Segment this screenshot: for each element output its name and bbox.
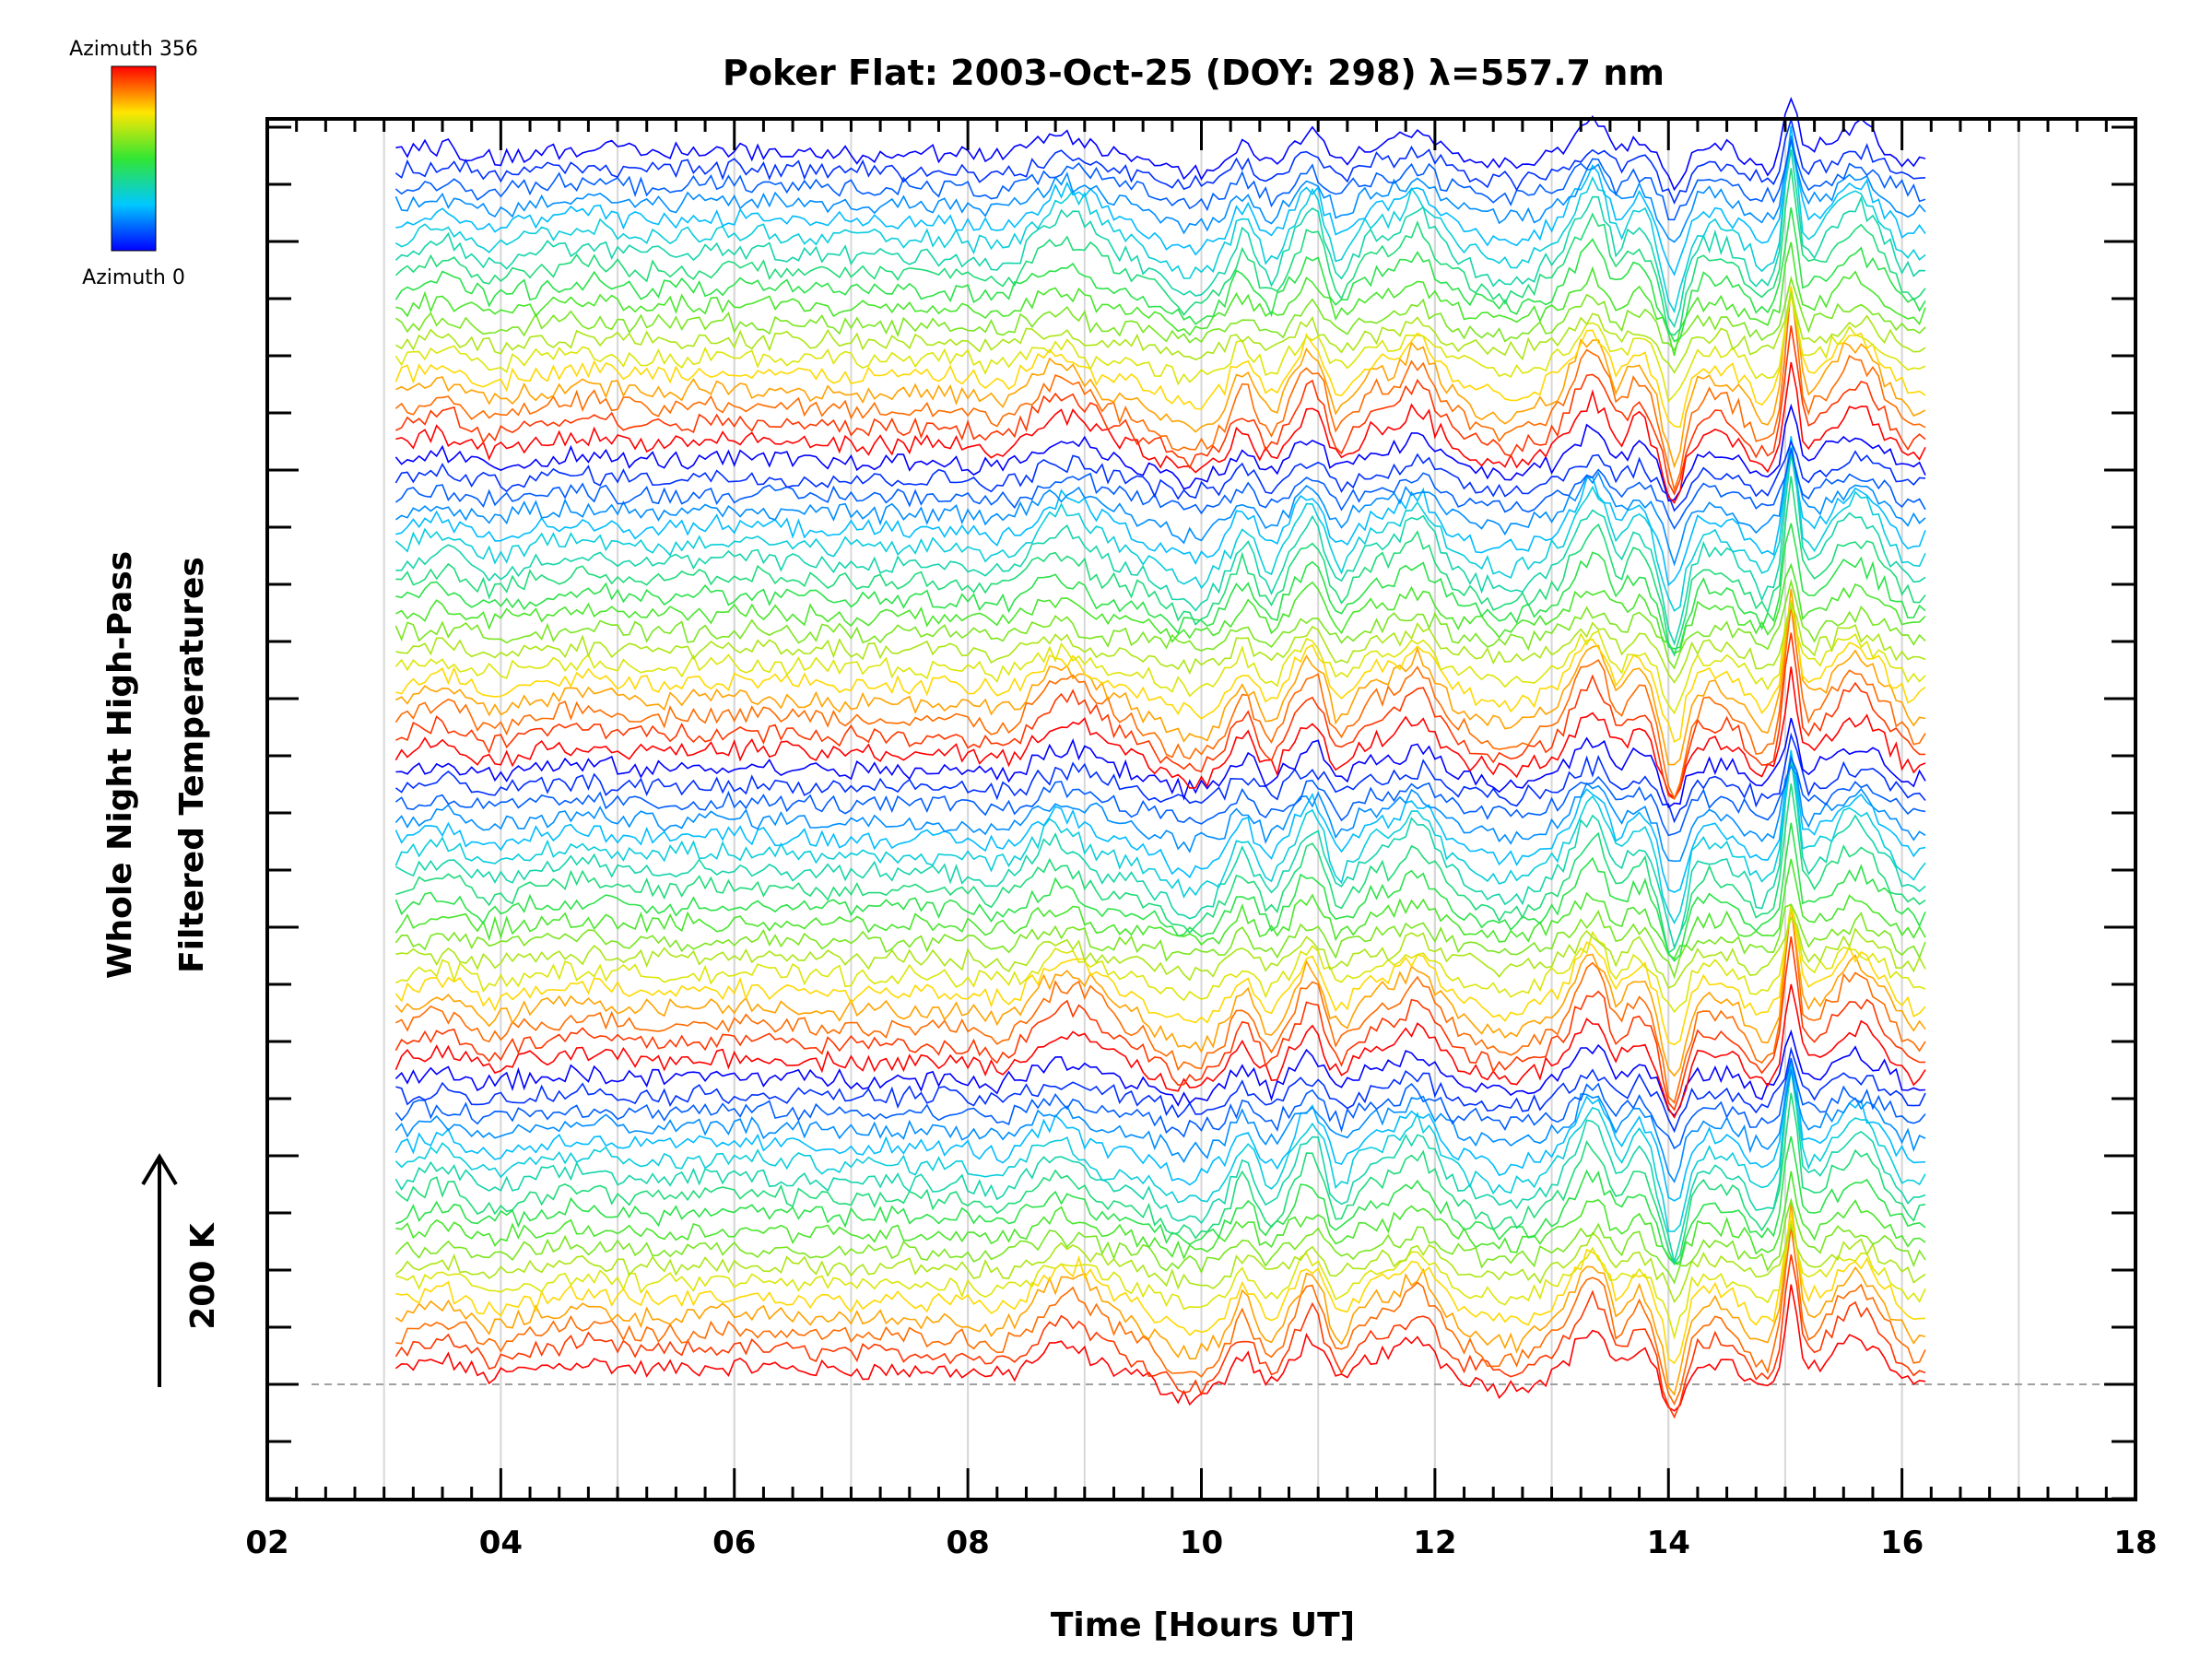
series-line <box>395 289 1926 469</box>
x-tick-label: 10 <box>1180 1524 1223 1561</box>
series-line <box>394 822 1926 962</box>
series-line <box>395 241 1926 357</box>
series-line <box>394 294 1926 404</box>
series-line <box>394 447 1926 612</box>
x-tick-label: 02 <box>245 1524 288 1561</box>
series-line <box>394 604 1926 715</box>
series-line <box>395 600 1926 684</box>
colorbar-gradient <box>111 65 157 252</box>
series-line <box>395 600 1926 744</box>
series-line <box>395 916 1926 989</box>
series-line <box>395 1212 1926 1365</box>
series-line <box>395 903 1926 1014</box>
series-line <box>394 149 1926 329</box>
series-line <box>394 291 1926 374</box>
series-line <box>394 448 1926 530</box>
series-line <box>394 1061 1926 1202</box>
series-line <box>394 286 1926 429</box>
series-line <box>394 605 1926 801</box>
series-line <box>395 125 1926 276</box>
series-line <box>394 907 1926 1046</box>
series-line <box>395 453 1926 646</box>
series-line <box>395 436 1926 587</box>
colorbar-top-label: Azimuth 356 <box>69 38 198 61</box>
x-tick-label: 04 <box>479 1524 523 1561</box>
x-tick-label: 08 <box>946 1524 989 1561</box>
series-line <box>394 1092 1926 1266</box>
series-line <box>395 96 1926 192</box>
series-line <box>394 1203 1926 1396</box>
series-line <box>394 1069 1926 1263</box>
series-line <box>395 361 1926 504</box>
series-line <box>395 562 1926 655</box>
series-line <box>394 578 1926 670</box>
series-line <box>394 935 1926 1112</box>
axes: 02 04 06 08 10 12 14 16 18 <box>245 117 2158 1561</box>
series-line <box>394 450 1926 567</box>
series-line <box>394 403 1926 502</box>
scale-arrow-head <box>141 1153 178 1186</box>
x-tick-label: 14 <box>1647 1524 1690 1561</box>
series-line <box>394 1197 1926 1285</box>
series-line <box>395 759 1926 950</box>
series-line <box>395 325 1926 496</box>
series-line <box>394 275 1926 352</box>
series-line <box>394 751 1926 893</box>
series-line <box>395 1226 1926 1406</box>
series-line <box>394 1057 1926 1150</box>
series-line <box>395 588 1926 766</box>
x-axis-label: Time [Hours UT] <box>1051 1606 1355 1644</box>
series-line <box>395 1046 1926 1134</box>
colorbar: Azimuth 356 Azimuth 0 <box>69 38 198 289</box>
series-line <box>394 732 1926 824</box>
series-line <box>394 903 1926 980</box>
grid <box>382 119 2020 1500</box>
x-tick-label: 06 <box>712 1524 756 1561</box>
series-line <box>394 116 1926 205</box>
series-line <box>395 782 1926 955</box>
x-tick-label: 12 <box>1413 1524 1456 1561</box>
series-line <box>394 135 1926 243</box>
series-line <box>394 983 1926 1119</box>
series-group <box>394 96 1926 1419</box>
series-line <box>395 905 1926 1104</box>
series-line <box>395 632 1925 800</box>
x-tick-label: 16 <box>1880 1524 1924 1561</box>
chart-title: Poker Flat: 2003-Oct-25 (DOY: 298) λ=557… <box>723 53 1665 93</box>
scale-bar: 200 K <box>141 1153 222 1387</box>
series-line <box>394 749 1926 925</box>
y-axis-label-line2: Filtered Temperatures <box>173 557 211 973</box>
series-line <box>395 476 1926 657</box>
series-line <box>394 1069 1926 1183</box>
series-line <box>394 168 1926 336</box>
series-line <box>394 287 1926 492</box>
series-line <box>394 666 1926 800</box>
series-line <box>394 439 1926 512</box>
series-line <box>394 764 1926 863</box>
scale-bar-label: 200 K <box>184 1222 222 1330</box>
series-line <box>395 1135 1926 1265</box>
series-line <box>395 717 1926 809</box>
series-line <box>394 1224 1926 1304</box>
series-line <box>395 1219 1926 1340</box>
series-line <box>394 1063 1926 1232</box>
series-line <box>394 755 1926 837</box>
series-line <box>394 139 1926 221</box>
y-axis-label-line1: Whole Night High-Pass <box>101 551 139 979</box>
colorbar-bottom-label: Azimuth 0 <box>82 266 185 289</box>
x-tick-label: 18 <box>2113 1524 2157 1561</box>
series-line <box>394 904 1926 1077</box>
series-line <box>394 1254 1926 1419</box>
series-line <box>394 140 1926 314</box>
